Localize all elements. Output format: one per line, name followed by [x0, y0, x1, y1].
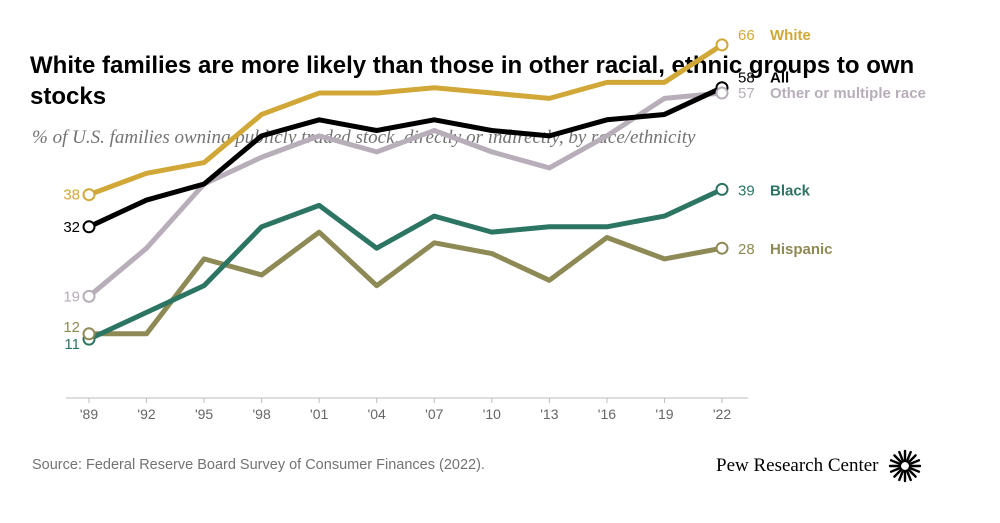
x-tick-label: '07: [425, 406, 443, 422]
series-line-all: [86, 85, 725, 230]
start-point-all: [82, 220, 96, 234]
x-tick-label: '22: [713, 406, 731, 422]
start-label-black: 11: [64, 336, 80, 353]
start-label-hispanic: 12: [63, 319, 80, 336]
series-line-other-or-multiple-race: [86, 90, 725, 299]
x-tick-label: '01: [310, 406, 328, 422]
series-name-white: White: [770, 27, 811, 44]
start-point-other-or-multiple-race: [82, 289, 96, 303]
start-point-white: [82, 188, 96, 202]
series-name-all: All: [770, 70, 789, 87]
start-label-all: 32: [63, 219, 80, 236]
x-tick-label: '89: [80, 406, 98, 422]
x-tick-label: '04: [368, 406, 386, 422]
x-tick-label: '95: [195, 406, 213, 422]
end-point-hispanic: [715, 241, 729, 255]
series-name-hispanic: Hispanic: [770, 241, 833, 258]
end-point-white: [715, 38, 729, 52]
end-label-other-or-multiple-race: 57: [738, 85, 755, 102]
x-tick-label: '16: [598, 406, 616, 422]
x-tick-label: '92: [137, 406, 155, 422]
series-name-black: Black: [770, 182, 811, 199]
end-point-other-or-multiple-race: [715, 86, 729, 100]
start-label-white: 38: [63, 187, 80, 204]
chart-title: White families are more likely than thos…: [30, 52, 915, 110]
pew-logo: Pew Research Center: [716, 449, 922, 483]
x-tick-label: '98: [253, 406, 271, 422]
end-label-black: 39: [738, 182, 755, 199]
source-note: Source: Federal Reserve Board Survey of …: [32, 457, 485, 473]
start-label-other-or-multiple-race: 19: [63, 288, 80, 305]
x-tick-label: '13: [540, 406, 558, 422]
end-label-white: 66: [738, 27, 755, 44]
series-line-black: [86, 186, 725, 342]
series-line-hispanic: [86, 229, 725, 337]
logo-text: Pew Research Center: [716, 455, 879, 476]
series-line-white: [86, 42, 725, 198]
pew-sunburst-icon: [888, 449, 921, 483]
end-label-hispanic: 28: [738, 241, 755, 258]
series-name-other-or-multiple-race: Other or multiple race: [770, 85, 926, 102]
x-tick-label: '10: [483, 406, 501, 422]
end-label-all: 58: [738, 70, 755, 87]
start-point-hispanic: [82, 327, 96, 341]
end-point-black: [715, 182, 729, 196]
x-tick-label: '19: [655, 406, 673, 422]
